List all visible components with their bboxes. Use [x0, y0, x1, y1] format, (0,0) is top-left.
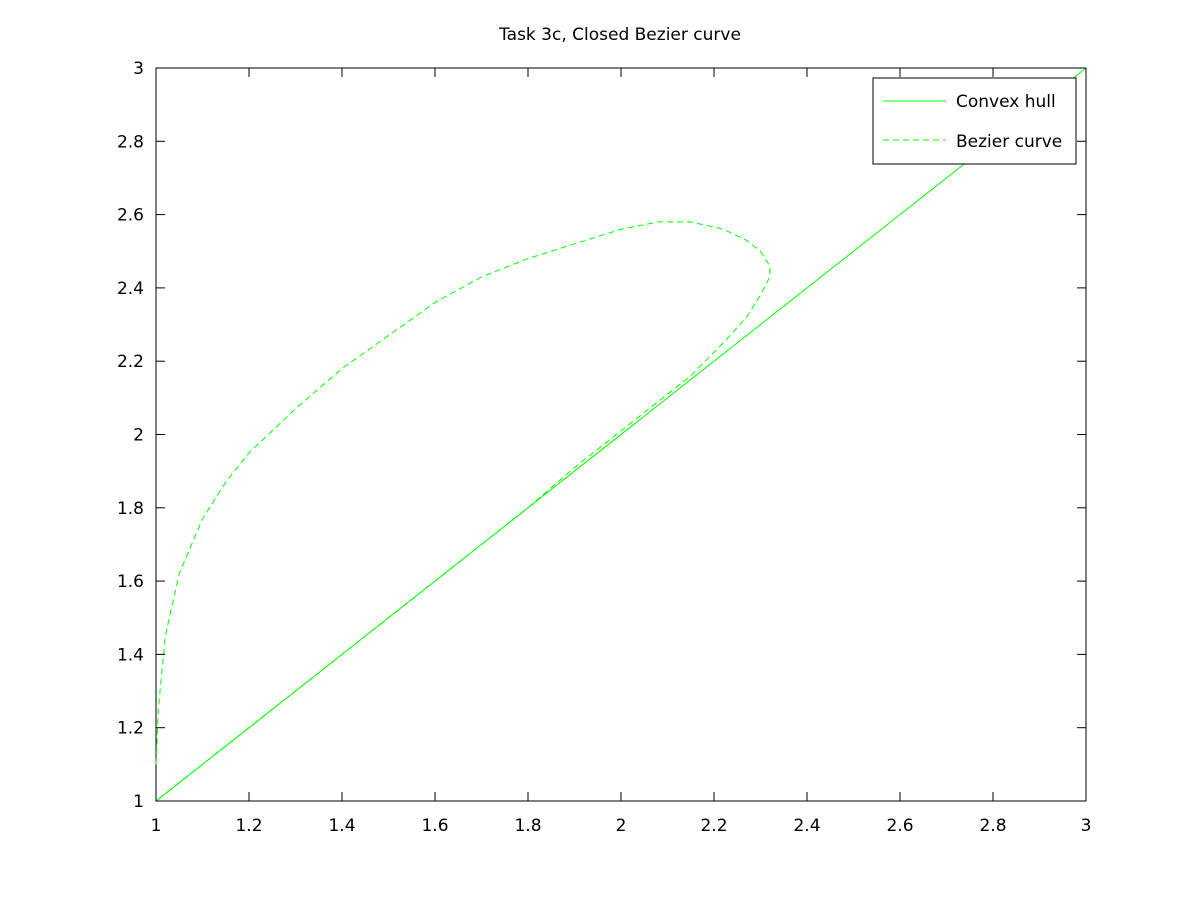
x-tick-label: 1.4	[328, 816, 355, 836]
chart-title: Task 3c, Closed Bezier curve	[498, 25, 741, 45]
y-tick-label: 3	[133, 59, 144, 79]
y-tick-label: 2.2	[117, 352, 144, 372]
legend-box	[872, 77, 1077, 165]
y-tick-label: 1.2	[117, 719, 144, 739]
x-tick-label: 2.6	[886, 816, 913, 836]
x-tick-label: 1.6	[421, 816, 448, 836]
x-tick-label: 2.2	[700, 816, 727, 836]
series-layer	[155, 67, 1087, 802]
legend-label-bezier-curve: Bezier curve	[956, 132, 1062, 152]
y-tick-label: 1.4	[117, 645, 144, 665]
x-tick-label: 2.8	[979, 816, 1006, 836]
y-tick-label: 1	[133, 792, 144, 812]
y-tick-label: 2.6	[117, 206, 144, 226]
y-tick-label: 2.4	[117, 279, 144, 299]
x-tick-label: 2	[616, 816, 627, 836]
y-tick-label: 1.8	[117, 499, 144, 519]
x-tick-label: 1	[151, 816, 162, 836]
y-axis-ticks: 1 1.2 1.4 1.6 1.8 2 2.2 2.4 2.6 2.8 3	[117, 59, 1086, 812]
x-tick-label: 1.8	[514, 816, 541, 836]
x-tick-label: 1.2	[235, 816, 262, 836]
x-tick-label: 3	[1081, 816, 1092, 836]
legend: Convex hull Bezier curve	[872, 77, 1077, 165]
legend-label-convex-hull: Convex hull	[956, 92, 1056, 112]
y-tick-label: 1.6	[117, 572, 144, 592]
y-tick-label: 2	[133, 426, 144, 446]
x-tick-label: 2.4	[793, 816, 820, 836]
x-axis-ticks: 1 1.2 1.4 1.6 1.8 2 2.2 2.4 2.6 2.8 3	[151, 68, 1092, 836]
y-tick-label: 2.8	[117, 132, 144, 152]
series-line-bezier-curve	[155, 221, 771, 802]
plot-area: 1 1.2 1.4 1.6 1.8 2 2.2 2.4 2.6 2.8 3 1 1.2 1.4 1.6 1.…	[117, 59, 1091, 836]
